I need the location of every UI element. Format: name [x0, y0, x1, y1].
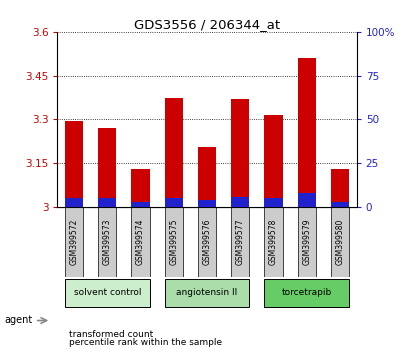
Bar — [297, 193, 315, 207]
Text: GSM399580: GSM399580 — [335, 219, 344, 266]
Text: GSM399574: GSM399574 — [136, 219, 145, 266]
Bar — [65, 207, 83, 277]
Bar — [231, 196, 249, 207]
Bar — [65, 198, 83, 207]
Bar — [98, 207, 116, 277]
Bar — [330, 207, 348, 277]
Bar — [131, 202, 149, 207]
Bar — [65, 121, 83, 207]
Bar — [131, 169, 149, 207]
Text: percentile rank within the sample: percentile rank within the sample — [69, 338, 221, 347]
Bar — [164, 207, 182, 277]
Bar — [297, 207, 315, 277]
Bar — [98, 128, 116, 207]
Bar — [198, 207, 216, 277]
Text: GSM399572: GSM399572 — [70, 219, 79, 266]
Text: torcetrapib: torcetrapib — [281, 288, 331, 297]
Bar — [231, 99, 249, 207]
Text: GSM399575: GSM399575 — [169, 219, 178, 266]
Text: GSM399573: GSM399573 — [103, 219, 112, 266]
Text: GSM399577: GSM399577 — [235, 219, 244, 266]
Title: GDS3556 / 206344_at: GDS3556 / 206344_at — [134, 18, 279, 31]
Bar — [164, 98, 182, 207]
Text: solvent control: solvent control — [73, 288, 141, 297]
Bar — [98, 198, 116, 207]
Bar — [164, 279, 249, 307]
Text: GSM399576: GSM399576 — [202, 219, 211, 266]
Text: agent: agent — [4, 315, 32, 325]
Text: GSM399579: GSM399579 — [301, 219, 310, 266]
Bar — [264, 207, 282, 277]
Bar — [264, 279, 348, 307]
Bar — [330, 169, 348, 207]
Text: transformed count: transformed count — [69, 330, 153, 338]
Bar — [231, 207, 249, 277]
Bar — [164, 198, 182, 207]
Text: angiotensin II: angiotensin II — [176, 288, 237, 297]
Text: GSM399578: GSM399578 — [268, 219, 277, 266]
Bar — [198, 147, 216, 207]
Bar — [264, 115, 282, 207]
Bar — [330, 202, 348, 207]
Bar — [65, 279, 149, 307]
Bar — [297, 58, 315, 207]
Bar — [198, 200, 216, 207]
Bar — [131, 207, 149, 277]
Bar — [264, 198, 282, 207]
